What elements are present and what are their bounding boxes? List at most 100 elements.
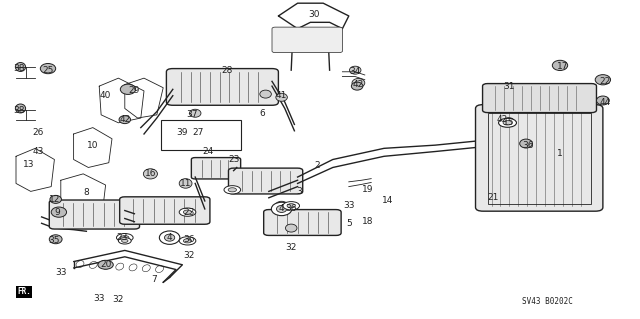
Text: 23: 23 [228,155,239,164]
Text: 25: 25 [42,66,54,75]
Text: 15: 15 [503,118,515,127]
Ellipse shape [275,201,288,210]
Circle shape [224,186,241,194]
Text: 10: 10 [87,141,99,150]
Ellipse shape [595,75,611,85]
FancyBboxPatch shape [191,158,241,179]
FancyBboxPatch shape [228,168,303,194]
FancyBboxPatch shape [166,69,278,105]
Circle shape [121,235,129,240]
Text: 1: 1 [557,149,563,158]
Ellipse shape [179,179,192,188]
Ellipse shape [189,109,201,117]
Bar [488,113,591,204]
Text: 23: 23 [116,233,127,242]
Circle shape [183,239,192,243]
Ellipse shape [15,63,26,71]
Ellipse shape [351,82,363,90]
Text: 33: 33 [343,201,355,210]
Circle shape [183,210,192,214]
Text: 29: 29 [129,86,140,95]
Bar [161,120,241,150]
Text: 23: 23 [183,208,195,217]
Ellipse shape [159,231,180,244]
Text: 38: 38 [13,64,25,73]
Text: 34: 34 [349,67,361,76]
Text: 26: 26 [33,128,44,137]
Ellipse shape [276,205,287,212]
Text: 30: 30 [308,10,319,19]
Text: 4: 4 [167,233,172,242]
FancyBboxPatch shape [476,105,603,211]
Text: 22: 22 [599,77,611,86]
Ellipse shape [520,139,532,148]
Text: 44: 44 [599,98,611,107]
Text: 24: 24 [202,147,214,156]
Text: 27: 27 [193,128,204,137]
Circle shape [179,208,196,216]
Text: 42: 42 [497,115,508,124]
Text: 7: 7 [151,275,156,284]
Ellipse shape [120,84,136,94]
Text: 5: 5 [346,219,351,228]
Circle shape [287,204,296,208]
Ellipse shape [260,90,271,98]
Text: 32: 32 [285,243,297,252]
Text: 9: 9 [55,208,60,217]
Ellipse shape [49,235,62,244]
Text: 36: 36 [285,204,297,213]
Text: 33: 33 [55,268,67,277]
Text: 39: 39 [177,128,188,137]
Circle shape [116,234,133,242]
Ellipse shape [119,116,131,124]
Text: FR.: FR. [17,287,31,296]
Ellipse shape [143,169,157,179]
Text: 21: 21 [487,193,499,202]
Circle shape [228,188,237,192]
Text: 8: 8 [84,189,89,197]
Text: 18: 18 [362,217,374,226]
FancyBboxPatch shape [120,197,210,224]
Ellipse shape [352,78,365,87]
Text: 28: 28 [221,66,233,75]
Text: 13: 13 [23,160,35,169]
FancyBboxPatch shape [264,210,341,235]
Circle shape [499,118,516,127]
Circle shape [122,239,128,242]
Text: 3: 3 [296,187,301,196]
Text: 32: 32 [183,251,195,260]
Ellipse shape [276,93,287,101]
Text: 36: 36 [522,141,534,150]
Text: 19: 19 [362,185,374,194]
Ellipse shape [50,195,61,204]
FancyBboxPatch shape [272,27,342,53]
Text: 6: 6 [260,109,265,118]
Text: 12: 12 [49,195,60,204]
Text: SV43 B0202C: SV43 B0202C [522,297,572,306]
Ellipse shape [271,202,292,216]
Text: 42: 42 [119,115,131,124]
Text: 36: 36 [183,235,195,244]
Ellipse shape [596,96,609,105]
Ellipse shape [40,63,56,74]
Ellipse shape [51,207,67,217]
Ellipse shape [285,224,297,232]
Ellipse shape [504,118,514,125]
Text: 11: 11 [180,179,191,188]
Text: 38: 38 [13,106,25,115]
Ellipse shape [349,66,361,74]
Text: 37: 37 [186,110,198,119]
Ellipse shape [98,260,113,269]
FancyBboxPatch shape [483,84,596,113]
Circle shape [118,238,131,244]
FancyBboxPatch shape [49,200,140,229]
Text: 35: 35 [49,236,60,245]
Text: 20: 20 [100,260,111,269]
Text: 17: 17 [557,63,569,71]
Text: 31: 31 [503,82,515,91]
Text: 2: 2 [314,161,319,170]
Text: 14: 14 [381,197,393,205]
Text: 43: 43 [33,147,44,156]
Text: 33: 33 [93,294,105,303]
Text: 16: 16 [145,169,156,178]
